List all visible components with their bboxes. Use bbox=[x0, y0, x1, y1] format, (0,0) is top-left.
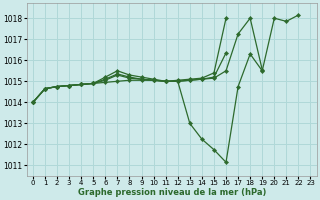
X-axis label: Graphe pression niveau de la mer (hPa): Graphe pression niveau de la mer (hPa) bbox=[77, 188, 266, 197]
